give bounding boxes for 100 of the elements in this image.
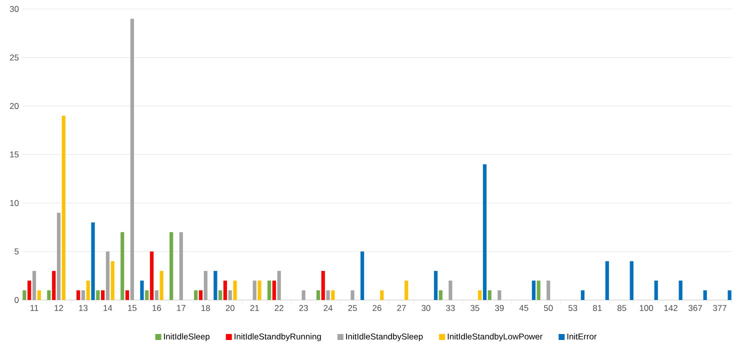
bar: [380, 290, 384, 300]
bar: [546, 280, 550, 300]
x-tick-label: 81: [593, 305, 602, 312]
bar: [204, 270, 208, 300]
y-tick-label: 20: [10, 103, 19, 109]
bar: [91, 222, 95, 300]
bar: [110, 261, 114, 300]
y-tick-label: 30: [10, 6, 19, 12]
x-tick-label: 27: [397, 305, 406, 311]
y-tick-label: 10: [10, 200, 19, 206]
bar: [120, 232, 124, 300]
bar: [170, 232, 174, 300]
bar: [223, 280, 228, 300]
bar: [56, 212, 61, 300]
x-tick-label: 20: [226, 305, 234, 312]
bar: [52, 270, 56, 300]
x-tick-label: 45: [519, 305, 528, 311]
bar: [62, 116, 66, 300]
bar: [32, 270, 36, 300]
x-tick-label: 16: [152, 305, 161, 312]
bar: [605, 261, 609, 300]
x-tick-label: 18: [202, 305, 210, 312]
bar: [434, 270, 438, 300]
bar: [37, 290, 41, 300]
x-tick-label: 53: [568, 305, 578, 312]
bar: [360, 252, 364, 300]
legend-label: InitError: [567, 333, 597, 340]
x-tick-label: 23: [299, 305, 308, 312]
bar: [302, 290, 306, 300]
x-tick-label: 142: [664, 305, 678, 311]
x-tick-label: 377: [713, 305, 726, 312]
bar: [532, 280, 536, 300]
x-tick-label: 12: [54, 305, 64, 311]
bar: [728, 290, 732, 300]
x-tick-label: 14: [104, 305, 112, 311]
bar: [404, 280, 408, 300]
bar: [478, 290, 482, 300]
x-tick-label: 50: [544, 305, 553, 312]
x-tick-label: 24: [324, 305, 333, 311]
bar: [150, 252, 154, 300]
bar: [321, 270, 325, 300]
bar: [160, 270, 164, 300]
bar: [100, 290, 105, 300]
bar: [218, 290, 222, 300]
x-tick-label: 30: [422, 305, 430, 312]
bar: [22, 290, 26, 300]
x-tick-label: 13: [79, 305, 88, 312]
bar: [198, 290, 203, 300]
bar: [179, 232, 183, 300]
x-tick-label: 11: [30, 305, 38, 311]
bar: [654, 280, 658, 300]
x-tick-label: 39: [495, 305, 504, 312]
bar: [272, 280, 276, 300]
bar: [125, 290, 130, 300]
bar: [448, 280, 452, 300]
bar: [498, 290, 502, 300]
bar: [194, 290, 198, 300]
x-tick-label: 21: [250, 305, 259, 311]
y-tick-label: 0: [14, 297, 19, 303]
bar: [145, 290, 149, 300]
legend-label: InitIdleStandbyRunning: [234, 333, 321, 342]
bar: [228, 290, 232, 300]
bar: [703, 290, 707, 300]
x-tick-label: 35: [470, 305, 480, 312]
bar: [536, 280, 540, 300]
x-tick-label: 22: [274, 305, 284, 311]
bar: [580, 290, 584, 300]
bar: [106, 252, 110, 300]
bar: [678, 280, 682, 300]
legend-label: InitIdleSleep: [164, 333, 210, 342]
bar: [96, 290, 100, 300]
legend-label: InitIdleStandbySleep: [346, 333, 423, 342]
x-tick-label: 100: [640, 305, 654, 312]
bar: [130, 18, 134, 300]
x-tick-label: 15: [128, 305, 137, 311]
bar: [233, 280, 237, 300]
bar: [214, 270, 218, 300]
bar: [76, 290, 80, 300]
bar: [86, 280, 90, 300]
bar: [154, 290, 158, 300]
bar: [277, 270, 281, 300]
bar: [252, 280, 256, 300]
bar: [258, 280, 262, 300]
y-tick-label: 5: [14, 248, 19, 254]
legend-label: InitIdleStandbyLowPower: [448, 333, 542, 342]
x-tick-label: 367: [688, 305, 702, 312]
y-tick-label: 15: [10, 152, 19, 158]
x-tick-label: 26: [372, 305, 382, 312]
y-tick-label: 25: [10, 54, 19, 60]
bar: [488, 290, 492, 300]
bar: [630, 261, 634, 300]
bar: [331, 290, 335, 300]
bar: [482, 164, 487, 300]
bar: [326, 290, 330, 300]
bar: [140, 280, 144, 300]
bar: [47, 290, 51, 300]
x-tick-label: 17: [177, 305, 186, 311]
bar: [81, 290, 86, 300]
x-tick-label: 85: [617, 305, 626, 312]
bar: [350, 290, 354, 300]
